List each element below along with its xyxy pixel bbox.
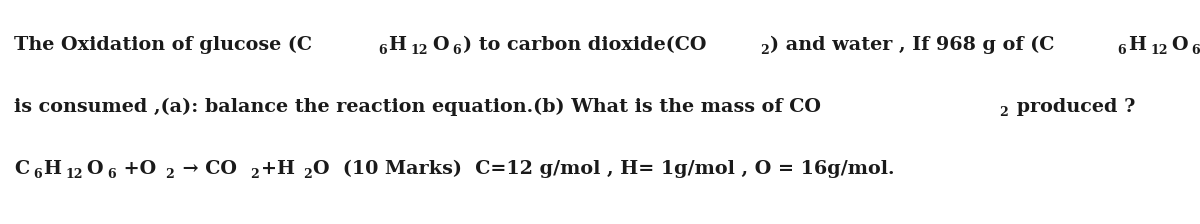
Text: ) to carbon dioxide(CO: ) to carbon dioxide(CO bbox=[463, 36, 706, 54]
Text: 2: 2 bbox=[166, 168, 174, 181]
Text: 6: 6 bbox=[1117, 44, 1126, 57]
Text: H: H bbox=[43, 160, 61, 178]
Text: 6: 6 bbox=[378, 44, 386, 57]
Text: 6: 6 bbox=[32, 168, 41, 181]
Text: 2: 2 bbox=[1000, 106, 1008, 119]
Text: O  (10 Marks)  C=12 g/mol , H= 1g/mol , O = 16g/mol.: O (10 Marks) C=12 g/mol , H= 1g/mol , O … bbox=[313, 160, 895, 178]
Text: produced ?: produced ? bbox=[1010, 98, 1135, 116]
Text: C: C bbox=[14, 160, 30, 178]
Text: ) and water , If 968 g of (C: ) and water , If 968 g of (C bbox=[770, 35, 1055, 54]
Text: 6: 6 bbox=[107, 168, 115, 181]
Text: O: O bbox=[86, 160, 103, 178]
Text: 2: 2 bbox=[302, 168, 311, 181]
Text: +O: +O bbox=[118, 160, 157, 178]
Text: 2: 2 bbox=[760, 44, 768, 57]
Text: +H: +H bbox=[262, 160, 295, 178]
Text: is consumed ,(a): balance the reaction equation.(b) What is the mass of CO: is consumed ,(a): balance the reaction e… bbox=[14, 98, 821, 116]
Text: → CO: → CO bbox=[176, 160, 238, 178]
Text: The Oxidation of glucose (C: The Oxidation of glucose (C bbox=[14, 35, 312, 54]
Text: 2: 2 bbox=[251, 168, 259, 181]
Text: H: H bbox=[389, 36, 407, 54]
Text: H: H bbox=[1128, 36, 1146, 54]
Text: 12: 12 bbox=[65, 168, 83, 181]
Text: 12: 12 bbox=[1150, 44, 1168, 57]
Text: O: O bbox=[432, 36, 449, 54]
Text: 6: 6 bbox=[452, 44, 461, 57]
Text: 12: 12 bbox=[410, 44, 428, 57]
Text: O: O bbox=[1171, 36, 1188, 54]
Text: 6: 6 bbox=[1192, 44, 1200, 57]
